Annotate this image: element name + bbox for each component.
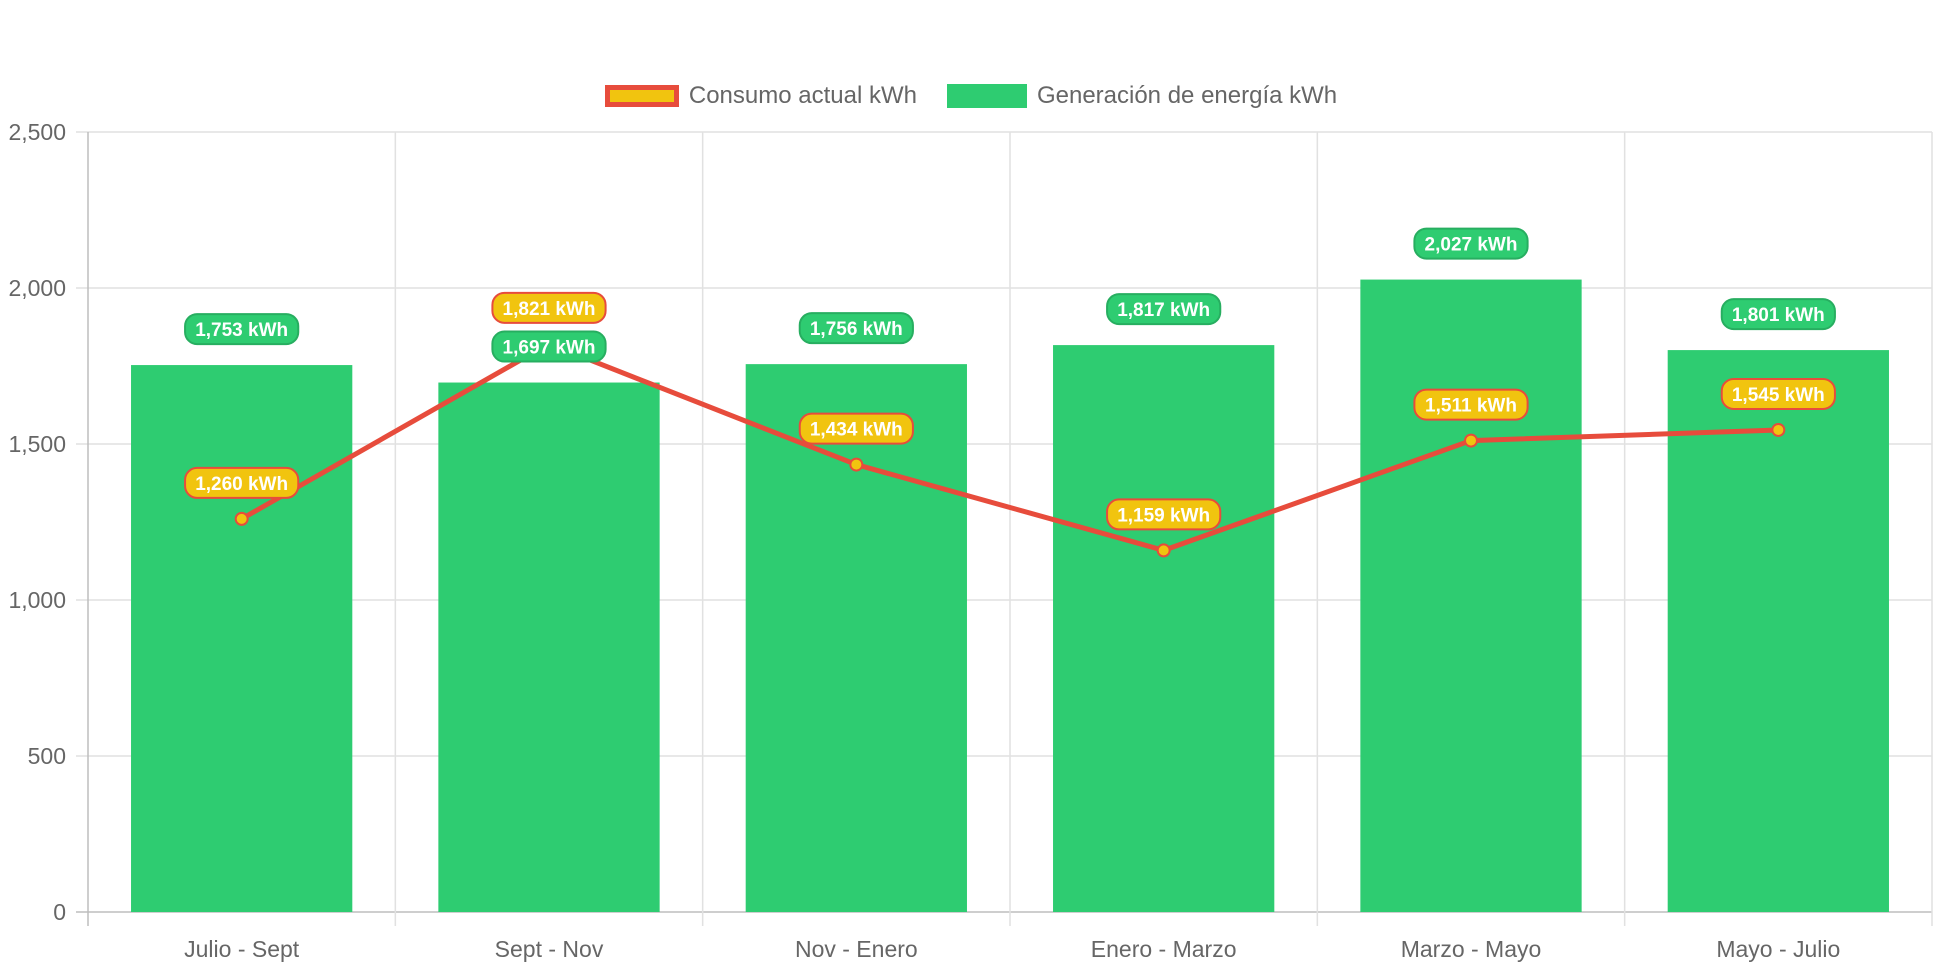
bar-label-bg — [1413, 227, 1529, 260]
legend-label-generacion: Generación de energía kWh — [1036, 82, 1338, 109]
bar-label: 1,753 kWh — [184, 313, 300, 346]
x-tick-label: Nov - Enero — [795, 936, 918, 962]
bar-label-text: 1,697 kWh — [503, 338, 596, 359]
line-label-text: 1,821 kWh — [503, 299, 596, 320]
legend-swatch-generacion — [946, 84, 1027, 108]
x-tick-label: Enero - Marzo — [1091, 936, 1237, 962]
bar-label-text: 2,027 kWh — [1425, 235, 1518, 256]
bar-label-bg — [798, 312, 914, 345]
bar-label: 1,817 kWh — [1106, 293, 1222, 326]
bar — [1053, 345, 1275, 912]
bar-label: 1,756 kWh — [798, 312, 914, 345]
line-label-bg — [184, 466, 300, 499]
bar-label-text: 1,801 kWh — [1732, 305, 1825, 326]
y-tick-label: 1,500 — [8, 431, 66, 457]
line-label-bg — [491, 291, 607, 324]
legend-item-consumo[interactable]: Consumo actual kWh — [604, 82, 917, 110]
bar-label-bg — [1106, 293, 1222, 326]
x-tick-label: Mayo - Julio — [1716, 936, 1840, 962]
line-label-bg — [798, 412, 914, 445]
legend-swatch-consumo — [604, 85, 679, 107]
line-label: 1,434 kWh — [798, 412, 914, 445]
axes: 0 500 1,000 1,500 2,000 2,500 Julio - Sept Sept… — [8, 119, 1840, 962]
bar-series — [131, 279, 1889, 913]
line-label-bg — [1106, 498, 1222, 531]
bar-label-bg — [1720, 298, 1836, 331]
line-path — [240, 341, 1779, 553]
bar — [1360, 279, 1582, 912]
line-label: 1,260 kWh — [184, 466, 300, 499]
bar-label-text: 1,753 kWh — [195, 320, 288, 341]
bar — [745, 364, 967, 912]
bar — [438, 382, 660, 912]
data-labels: 1,753 kWh 1,697 kWh 1,756 kWh 1,817 kWh 2,02… — [184, 227, 1836, 531]
bar-label-text: 1,756 kWh — [810, 319, 903, 340]
legend-item-generacion[interactable]: Generación de energía kWh — [946, 82, 1338, 110]
legend: Consumo actual kWh Generación de energía… — [0, 82, 1942, 110]
y-tick-label: 1,000 — [8, 587, 66, 613]
line-point — [849, 457, 864, 472]
line-label-text: 1,545 kWh — [1732, 385, 1825, 406]
y-tick-label: 500 — [28, 743, 66, 769]
bar — [1667, 350, 1889, 912]
legend-label-consumo: Consumo actual kWh — [688, 82, 917, 109]
line-point — [1156, 543, 1171, 558]
line-label-bg — [1413, 388, 1529, 421]
line-label-text: 1,511 kWh — [1425, 396, 1517, 417]
bar-label: 1,697 kWh — [491, 330, 607, 363]
x-tick-label: Julio - Sept — [184, 936, 300, 962]
line-label: 1,159 kWh — [1106, 498, 1222, 531]
bar-label-bg — [491, 330, 607, 363]
line-label-text: 1,159 kWh — [1117, 505, 1210, 526]
line-point — [1771, 422, 1786, 437]
line-label: 1,821 kWh — [491, 291, 607, 324]
bar-label-bg — [184, 313, 300, 346]
bar-label: 1,801 kWh — [1720, 298, 1836, 331]
line-point — [1464, 433, 1478, 448]
x-tick-label: Marzo - Mayo — [1401, 936, 1542, 962]
bar-label-text: 1,817 kWh — [1117, 300, 1210, 321]
bar-label: 2,027 kWh — [1413, 227, 1529, 260]
line-label-text: 1,434 kWh — [810, 420, 903, 441]
y-tick-label: 2,000 — [8, 275, 66, 301]
line-label-bg — [1720, 377, 1836, 410]
x-tick-label: Sept - Nov — [495, 936, 604, 962]
y-tick-label: 0 — [53, 899, 66, 925]
line-series — [234, 336, 1786, 558]
line-label-text: 1,260 kWh — [195, 474, 288, 495]
y-tick-label: 2,500 — [8, 119, 66, 145]
line-label: 1,545 kWh — [1720, 377, 1836, 410]
bar — [131, 365, 353, 913]
line-point — [234, 511, 249, 526]
grid — [76, 131, 1933, 926]
line-label: 1,511 kWh — [1413, 388, 1529, 421]
